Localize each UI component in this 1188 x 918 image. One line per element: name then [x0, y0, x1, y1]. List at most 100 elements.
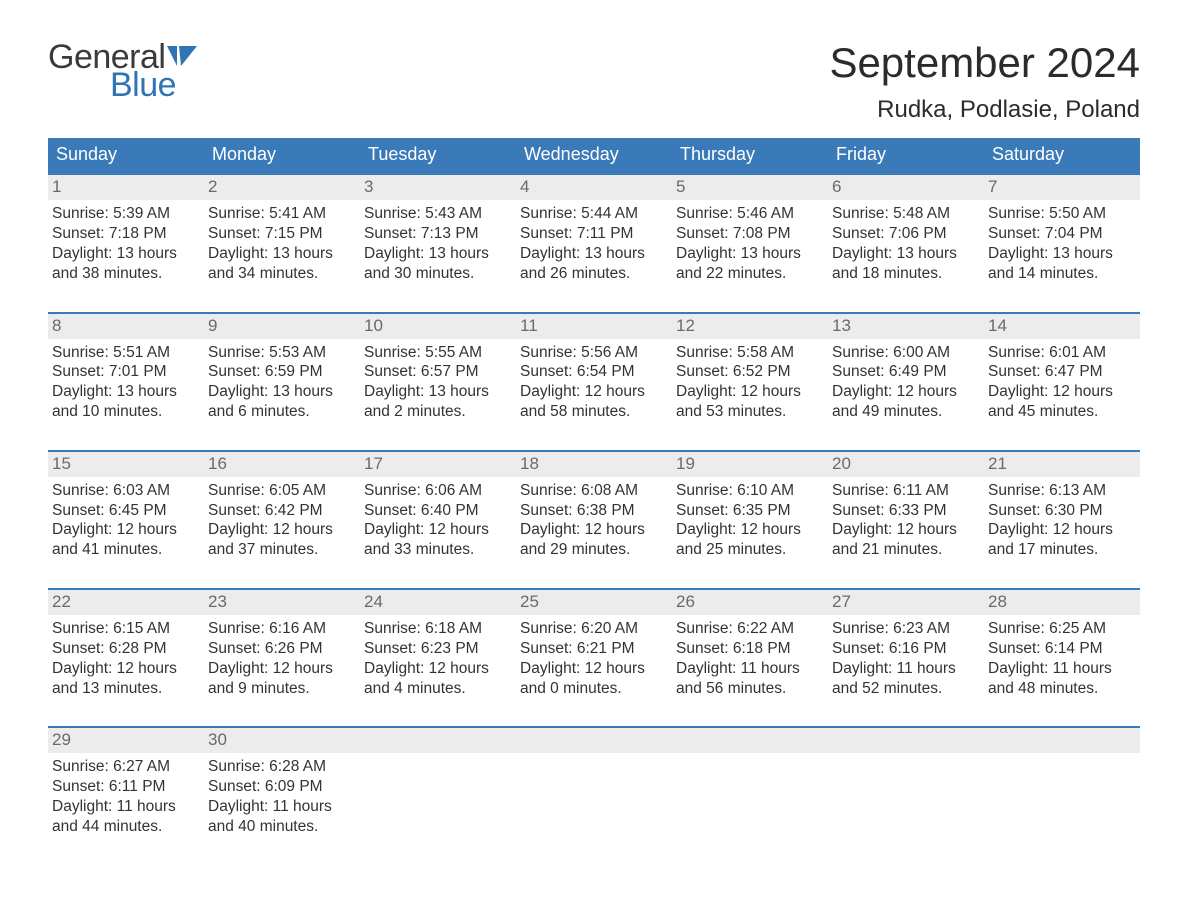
- day-number: 11: [516, 314, 672, 339]
- day-cell: 6 Sunrise: 5:48 AMSunset: 7:06 PMDaylight…: [828, 175, 984, 293]
- day-body: Sunrise: 5:55 AMSunset: 6:57 PMDaylight:…: [364, 343, 510, 422]
- day-body: Sunrise: 5:53 AMSunset: 6:59 PMDaylight:…: [208, 343, 354, 422]
- day-number: 18: [516, 452, 672, 477]
- day-number: 1: [48, 175, 204, 200]
- day-cell: 16 Sunrise: 6:05 AMSunset: 6:42 PMDayligh…: [204, 452, 360, 570]
- day-cell: 25Sunrise: 6:20 AMSunset: 6:21 PMDayligh…: [516, 590, 672, 708]
- dow-cell: Thursday: [672, 138, 828, 173]
- day-cell: 4 Sunrise: 5:44 AMSunset: 7:11 PMDaylight…: [516, 175, 672, 293]
- day-number: 24: [360, 590, 516, 615]
- day-number: 27: [828, 590, 984, 615]
- week-row: 1 Sunrise: 5:39 AMSunset: 7:18 PMDaylight…: [48, 173, 1140, 293]
- day-cell: 20Sunrise: 6:11 AMSunset: 6:33 PMDayligh…: [828, 452, 984, 570]
- day-cell: 7Sunrise: 5:50 AMSunset: 7:04 PMDaylight…: [984, 175, 1140, 293]
- day-cell: 9 Sunrise: 5:53 AMSunset: 6:59 PMDaylight…: [204, 314, 360, 432]
- day-number: [672, 728, 828, 753]
- day-cell: 29Sunrise: 6:27 AMSunset: 6:11 PMDayligh…: [48, 728, 204, 846]
- title-block: September 2024 Rudka, Podlasie, Poland: [829, 40, 1140, 124]
- day-cell: [672, 728, 828, 846]
- dow-cell: Wednesday: [516, 138, 672, 173]
- day-number: 7: [984, 175, 1140, 200]
- day-number: 16: [204, 452, 360, 477]
- day-cell: 30 Sunrise: 6:28 AMSunset: 6:09 PMDayligh…: [204, 728, 360, 846]
- logo: General Blue: [48, 40, 201, 102]
- day-body: Sunrise: 5:51 AMSunset: 7:01 PMDaylight:…: [52, 343, 198, 422]
- day-number: 30: [204, 728, 360, 753]
- day-body: Sunrise: 6:28 AMSunset: 6:09 PMDaylight:…: [208, 757, 354, 836]
- day-body: Sunrise: 5:41 AMSunset: 7:15 PMDaylight:…: [208, 204, 354, 283]
- day-cell: 15Sunrise: 6:03 AMSunset: 6:45 PMDayligh…: [48, 452, 204, 570]
- day-cell: [516, 728, 672, 846]
- day-body: Sunrise: 5:39 AMSunset: 7:18 PMDaylight:…: [52, 204, 198, 283]
- day-body: Sunrise: 6:22 AMSunset: 6:18 PMDaylight:…: [676, 619, 822, 698]
- day-cell: 23 Sunrise: 6:16 AMSunset: 6:26 PMDayligh…: [204, 590, 360, 708]
- day-number: [516, 728, 672, 753]
- day-body: Sunrise: 6:10 AMSunset: 6:35 PMDaylight:…: [676, 481, 822, 560]
- week-row: 8 Sunrise: 5:51 AMSunset: 7:01 PMDaylight…: [48, 312, 1140, 432]
- month-title: September 2024: [829, 40, 1140, 86]
- header: General Blue September 2024 Rudka, Podla…: [48, 40, 1140, 124]
- day-cell: 5 Sunrise: 5:46 AMSunset: 7:08 PMDaylight…: [672, 175, 828, 293]
- day-cell: 13Sunrise: 6:00 AMSunset: 6:49 PMDayligh…: [828, 314, 984, 432]
- day-number: 26: [672, 590, 828, 615]
- dow-cell: Saturday: [984, 138, 1140, 173]
- calendar: SundayMondayTuesdayWednesdayThursdayFrid…: [48, 138, 1140, 847]
- day-number: [828, 728, 984, 753]
- day-number: [360, 728, 516, 753]
- day-number: 3: [360, 175, 516, 200]
- day-body: Sunrise: 5:56 AMSunset: 6:54 PMDaylight:…: [520, 343, 666, 422]
- day-body: Sunrise: 5:58 AMSunset: 6:52 PMDaylight:…: [676, 343, 822, 422]
- day-cell: 8 Sunrise: 5:51 AMSunset: 7:01 PMDaylight…: [48, 314, 204, 432]
- day-cell: 12Sunrise: 5:58 AMSunset: 6:52 PMDayligh…: [672, 314, 828, 432]
- day-body: Sunrise: 6:08 AMSunset: 6:38 PMDaylight:…: [520, 481, 666, 560]
- day-body: Sunrise: 6:18 AMSunset: 6:23 PMDaylight:…: [364, 619, 510, 698]
- day-cell: 19 Sunrise: 6:10 AMSunset: 6:35 PMDayligh…: [672, 452, 828, 570]
- day-number: 4: [516, 175, 672, 200]
- day-cell: 3 Sunrise: 5:43 AMSunset: 7:13 PMDaylight…: [360, 175, 516, 293]
- day-number: [984, 728, 1140, 753]
- day-cell: 14 Sunrise: 6:01 AMSunset: 6:47 PMDayligh…: [984, 314, 1140, 432]
- day-cell: [828, 728, 984, 846]
- week-row: 15Sunrise: 6:03 AMSunset: 6:45 PMDayligh…: [48, 450, 1140, 570]
- day-number: 19: [672, 452, 828, 477]
- location: Rudka, Podlasie, Poland: [829, 96, 1140, 124]
- day-body: Sunrise: 6:01 AMSunset: 6:47 PMDaylight:…: [988, 343, 1134, 422]
- day-cell: 28 Sunrise: 6:25 AMSunset: 6:14 PMDayligh…: [984, 590, 1140, 708]
- dow-cell: Tuesday: [360, 138, 516, 173]
- day-body: Sunrise: 6:27 AMSunset: 6:11 PMDaylight:…: [52, 757, 198, 836]
- day-body: Sunrise: 6:23 AMSunset: 6:16 PMDaylight:…: [832, 619, 978, 698]
- day-body: Sunrise: 6:25 AMSunset: 6:14 PMDaylight:…: [988, 619, 1134, 698]
- day-number: 10: [360, 314, 516, 339]
- day-number: 14: [984, 314, 1140, 339]
- day-body: Sunrise: 6:06 AMSunset: 6:40 PMDaylight:…: [364, 481, 510, 560]
- day-body: Sunrise: 6:11 AMSunset: 6:33 PMDaylight:…: [832, 481, 978, 560]
- day-cell: [360, 728, 516, 846]
- day-body: Sunrise: 6:13 AMSunset: 6:30 PMDaylight:…: [988, 481, 1134, 560]
- day-cell: 10 Sunrise: 5:55 AMSunset: 6:57 PMDayligh…: [360, 314, 516, 432]
- day-cell: 1 Sunrise: 5:39 AMSunset: 7:18 PMDaylight…: [48, 175, 204, 293]
- day-cell: 21Sunrise: 6:13 AMSunset: 6:30 PMDayligh…: [984, 452, 1140, 570]
- day-body: Sunrise: 6:16 AMSunset: 6:26 PMDaylight:…: [208, 619, 354, 698]
- day-number: 8: [48, 314, 204, 339]
- day-cell: 27 Sunrise: 6:23 AMSunset: 6:16 PMDayligh…: [828, 590, 984, 708]
- day-number: 6: [828, 175, 984, 200]
- day-number: 9: [204, 314, 360, 339]
- day-body: Sunrise: 6:00 AMSunset: 6:49 PMDaylight:…: [832, 343, 978, 422]
- day-number: 28: [984, 590, 1140, 615]
- day-number: 25: [516, 590, 672, 615]
- day-number: 5: [672, 175, 828, 200]
- day-number: 22: [48, 590, 204, 615]
- day-body: Sunrise: 6:05 AMSunset: 6:42 PMDaylight:…: [208, 481, 354, 560]
- day-number: 23: [204, 590, 360, 615]
- dow-cell: Friday: [828, 138, 984, 173]
- day-cell: 26 Sunrise: 6:22 AMSunset: 6:18 PMDayligh…: [672, 590, 828, 708]
- day-cell: 24 Sunrise: 6:18 AMSunset: 6:23 PMDayligh…: [360, 590, 516, 708]
- day-cell: 17Sunrise: 6:06 AMSunset: 6:40 PMDayligh…: [360, 452, 516, 570]
- day-body: Sunrise: 5:48 AMSunset: 7:06 PMDaylight:…: [832, 204, 978, 283]
- day-body: Sunrise: 5:43 AMSunset: 7:13 PMDaylight:…: [364, 204, 510, 283]
- dow-cell: Sunday: [48, 138, 204, 173]
- day-cell: 2Sunrise: 5:41 AMSunset: 7:15 PMDaylight…: [204, 175, 360, 293]
- day-cell: 22Sunrise: 6:15 AMSunset: 6:28 PMDayligh…: [48, 590, 204, 708]
- day-body: Sunrise: 5:46 AMSunset: 7:08 PMDaylight:…: [676, 204, 822, 283]
- day-body: Sunrise: 5:44 AMSunset: 7:11 PMDaylight:…: [520, 204, 666, 283]
